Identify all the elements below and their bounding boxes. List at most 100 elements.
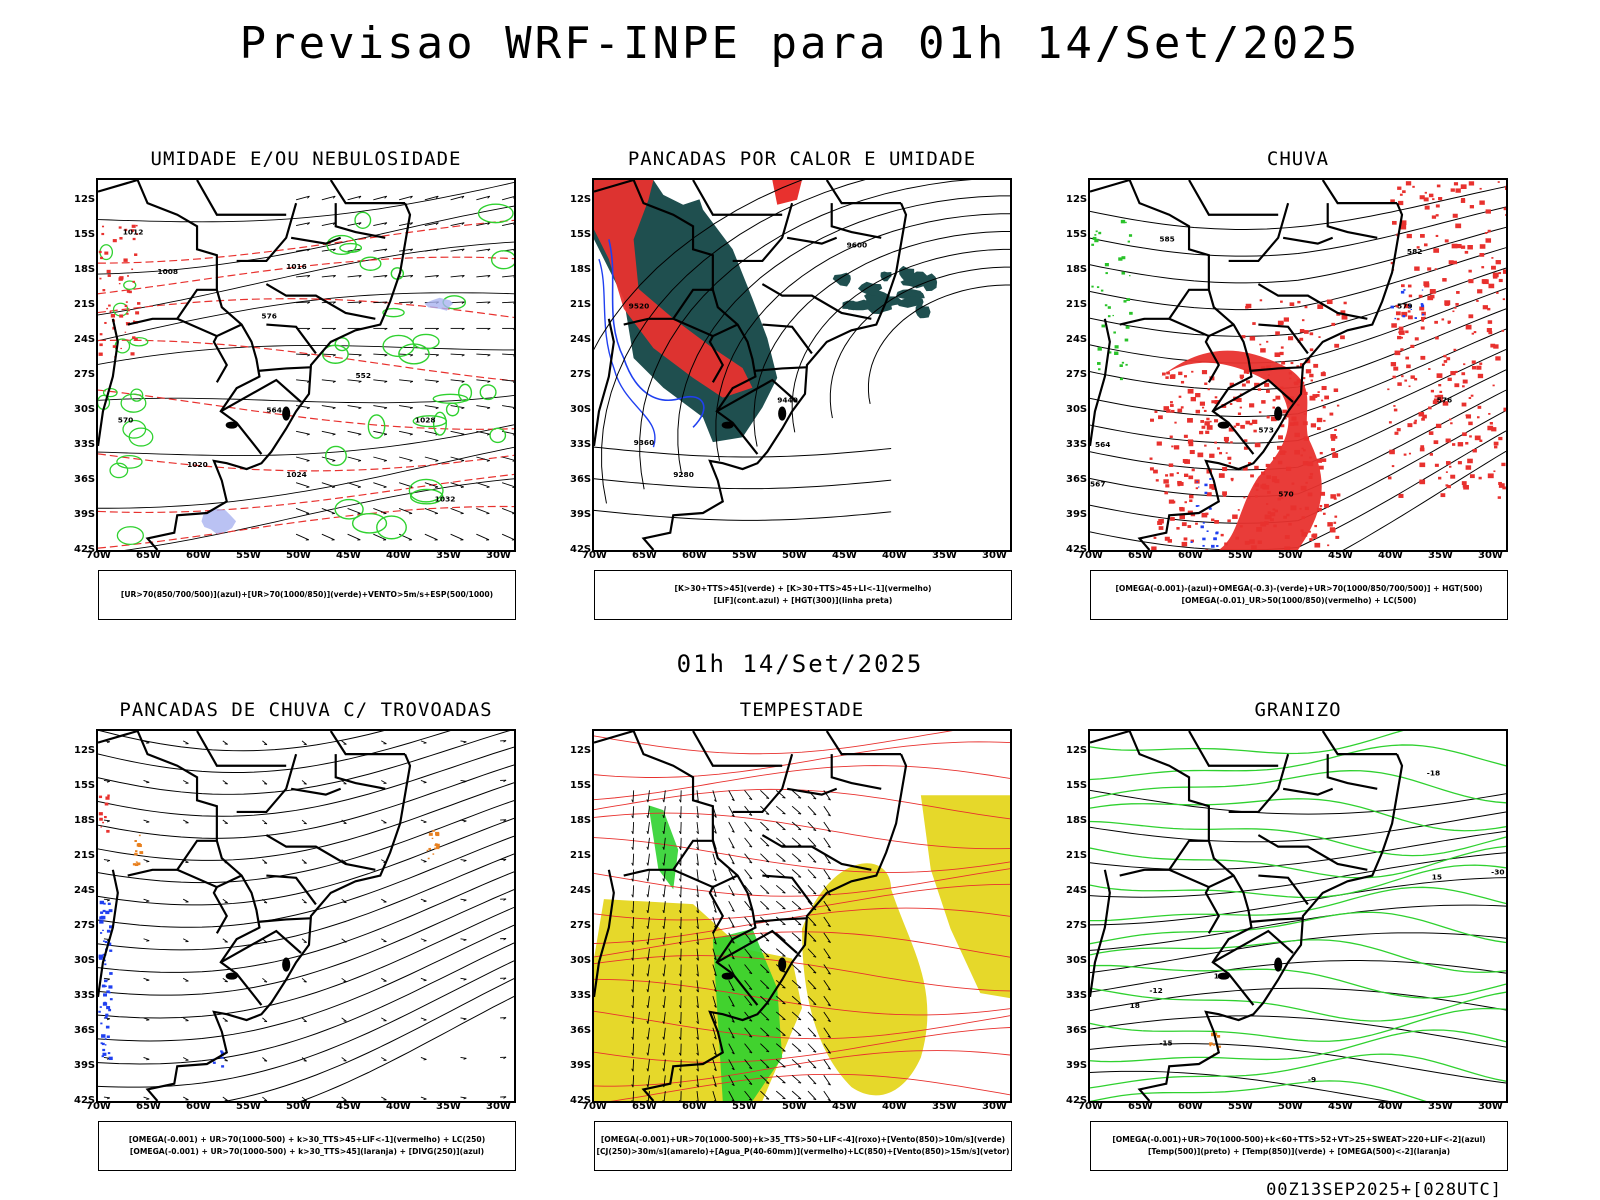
map-canvas-tempestade [594, 731, 1010, 1101]
lat-tick-label: 39S [1066, 1060, 1088, 1071]
legend-trovoadas: [OMEGA(-0.001) + UR>70(1000-500) + k>30_… [98, 1121, 516, 1171]
lon-tick-label: 30W [1478, 1101, 1503, 1112]
contour-label: 1024 [286, 470, 307, 479]
lat-tick-label: 12S [1066, 745, 1088, 756]
lon-tick-label: 55W [732, 1101, 757, 1112]
lon-tick-label: 65W [1128, 550, 1153, 561]
lon-tick-label: 50W [286, 550, 311, 561]
map-chuva: 585 582 579 576 573 570 567 564 [1088, 178, 1508, 552]
contour-label: 564 [266, 405, 281, 414]
contour-label: 585 [1159, 234, 1174, 243]
lon-tick-label: 35W [436, 1101, 461, 1112]
lat-tick-label: 33S [1066, 439, 1088, 450]
lon-tick-label: 60W [682, 550, 707, 561]
panel-title-chuva: CHUVA [1266, 148, 1330, 170]
lon-tick-label: 70W [86, 550, 111, 561]
legend-line: [K>30+TTS>45](verde) + [K>30+TTS>45+LI<-… [674, 584, 932, 593]
lon-tick-label: 65W [632, 1101, 657, 1112]
lon-tick-label: 60W [1178, 550, 1203, 561]
lon-tick-label: 40W [882, 1101, 907, 1112]
contour-label: -15 [1159, 1039, 1172, 1048]
lat-tick-label: 21S [570, 850, 592, 861]
lat-tick-label: 36S [74, 1025, 96, 1036]
lat-tick-label: 21S [570, 299, 592, 310]
map-canvas-chuva: 585 582 579 576 573 570 567 564 [1090, 180, 1506, 550]
lon-tick-label: 35W [436, 550, 461, 561]
lat-tick-label: 21S [1066, 299, 1088, 310]
lon-tick-label: 60W [1178, 1101, 1203, 1112]
lat-tick-label: 15S [74, 229, 96, 240]
legend-line: [OMEGA(-0.001)+UR>70(1000-500)+k>35_TTS>… [600, 1135, 1006, 1144]
lat-tick-label: 24S [74, 334, 96, 345]
lat-tick-label: 15S [1066, 780, 1088, 791]
lon-tick-label: 30W [982, 550, 1007, 561]
coastline-layer [1090, 731, 1404, 1101]
map-canvas-granizo: -12-15-18-9-30121518 [1090, 731, 1506, 1101]
contour-label: 552 [356, 371, 371, 380]
lon-tick-label: 45W [336, 550, 361, 561]
legend-line: [OMEGA(-0.001)-(azul)+OMEGA(-0.3)-(verde… [1115, 584, 1483, 593]
coastline-layer [594, 180, 908, 550]
lat-tick-label: 18S [74, 264, 96, 275]
lon-tick-label: 30W [486, 550, 511, 561]
contour-label: -18 [1427, 769, 1440, 778]
lat-tick-label: 18S [1066, 264, 1088, 275]
lon-tick-label: 30W [982, 1101, 1007, 1112]
lon-tick-label: 45W [1328, 1101, 1353, 1112]
lat-tick-label: 15S [74, 780, 96, 791]
lon-tick-label: 30W [486, 1101, 511, 1112]
lat-tick-label: 21S [1066, 850, 1088, 861]
legend-line: [CJ(250)>30m/s](amarelo)+[Agua_P(40-60mm… [596, 1147, 1010, 1156]
lat-tick-label: 42S [1066, 544, 1088, 555]
lat-tick-label: 18S [74, 815, 96, 826]
legend-line: [UR>70(850/700/500)](azul)+[UR>70(1000/8… [120, 590, 494, 599]
valid-time-label: 01h 14/Set/2025 [676, 650, 924, 678]
lat-tick-label: 42S [74, 544, 96, 555]
lat-tick-label: 42S [74, 1095, 96, 1106]
lat-tick-label: 24S [570, 334, 592, 345]
field-layer: 585 582 579 576 573 570 567 564 [1090, 181, 1506, 550]
lat-tick-label: 27S [1066, 369, 1088, 380]
contour-label: 567 [1090, 480, 1105, 489]
map-granizo: -12-15-18-9-30121518 [1088, 729, 1508, 1103]
lat-tick-label: 36S [570, 1025, 592, 1036]
lon-tick-label: 55W [236, 1101, 261, 1112]
lon-tick-label: 30W [1478, 550, 1503, 561]
lat-tick-label: 42S [1066, 1095, 1088, 1106]
map-canvas-pancadas-calor: 9600 9520 9440 9360 9280 [594, 180, 1010, 550]
lon-tick-label: 50W [782, 550, 807, 561]
lon-tick-label: 65W [1128, 1101, 1153, 1112]
lat-tick-label: 30S [1066, 955, 1088, 966]
legend-granizo: [OMEGA(-0.001)+UR>70(1000-500)+k<60+TTS>… [1090, 1121, 1508, 1171]
contour-label: 1032 [435, 495, 456, 504]
contour-label: 9360 [634, 438, 655, 447]
lon-tick-label: 55W [236, 550, 261, 561]
lat-tick-label: 36S [1066, 1025, 1088, 1036]
contour-label: 576 [1437, 396, 1452, 405]
contour-label: 15 [1432, 872, 1442, 881]
contour-label: 576 [261, 312, 276, 321]
lon-tick-label: 40W [386, 1101, 411, 1112]
contour-label: 1012 [123, 227, 144, 236]
legend-tempestade: [OMEGA(-0.001)+UR>70(1000-500)+k>35_TTS>… [594, 1121, 1012, 1171]
lat-tick-label: 39S [570, 1060, 592, 1071]
lat-tick-label: 27S [1066, 920, 1088, 931]
run-id-label: 00Z13SEP2025+[028UTC] [1266, 1180, 1502, 1200]
legend-line: [OMEGA(-0.001) + UR>70(1000-500) + k>30_… [128, 1135, 486, 1144]
lon-tick-label: 40W [882, 550, 907, 561]
lat-tick-label: 39S [74, 1060, 96, 1071]
lat-tick-label: 39S [1066, 509, 1088, 520]
legend-line: [OMEGA(-0.001)+UR>70(1000-500)+k<60+TTS>… [1112, 1135, 1486, 1144]
lat-tick-label: 27S [570, 920, 592, 931]
lon-tick-label: 45W [336, 1101, 361, 1112]
contour-label: 570 [1278, 490, 1293, 499]
contour-label: 1016 [286, 262, 307, 271]
lat-tick-label: 30S [570, 404, 592, 415]
lat-tick-label: 36S [570, 474, 592, 485]
lon-tick-label: 35W [1428, 550, 1453, 561]
contour-label: -30 [1491, 867, 1504, 876]
lat-tick-label: 30S [1066, 404, 1088, 415]
contour-label: 9280 [673, 470, 694, 479]
lat-tick-label: 24S [570, 885, 592, 896]
lon-tick-label: 35W [932, 550, 957, 561]
